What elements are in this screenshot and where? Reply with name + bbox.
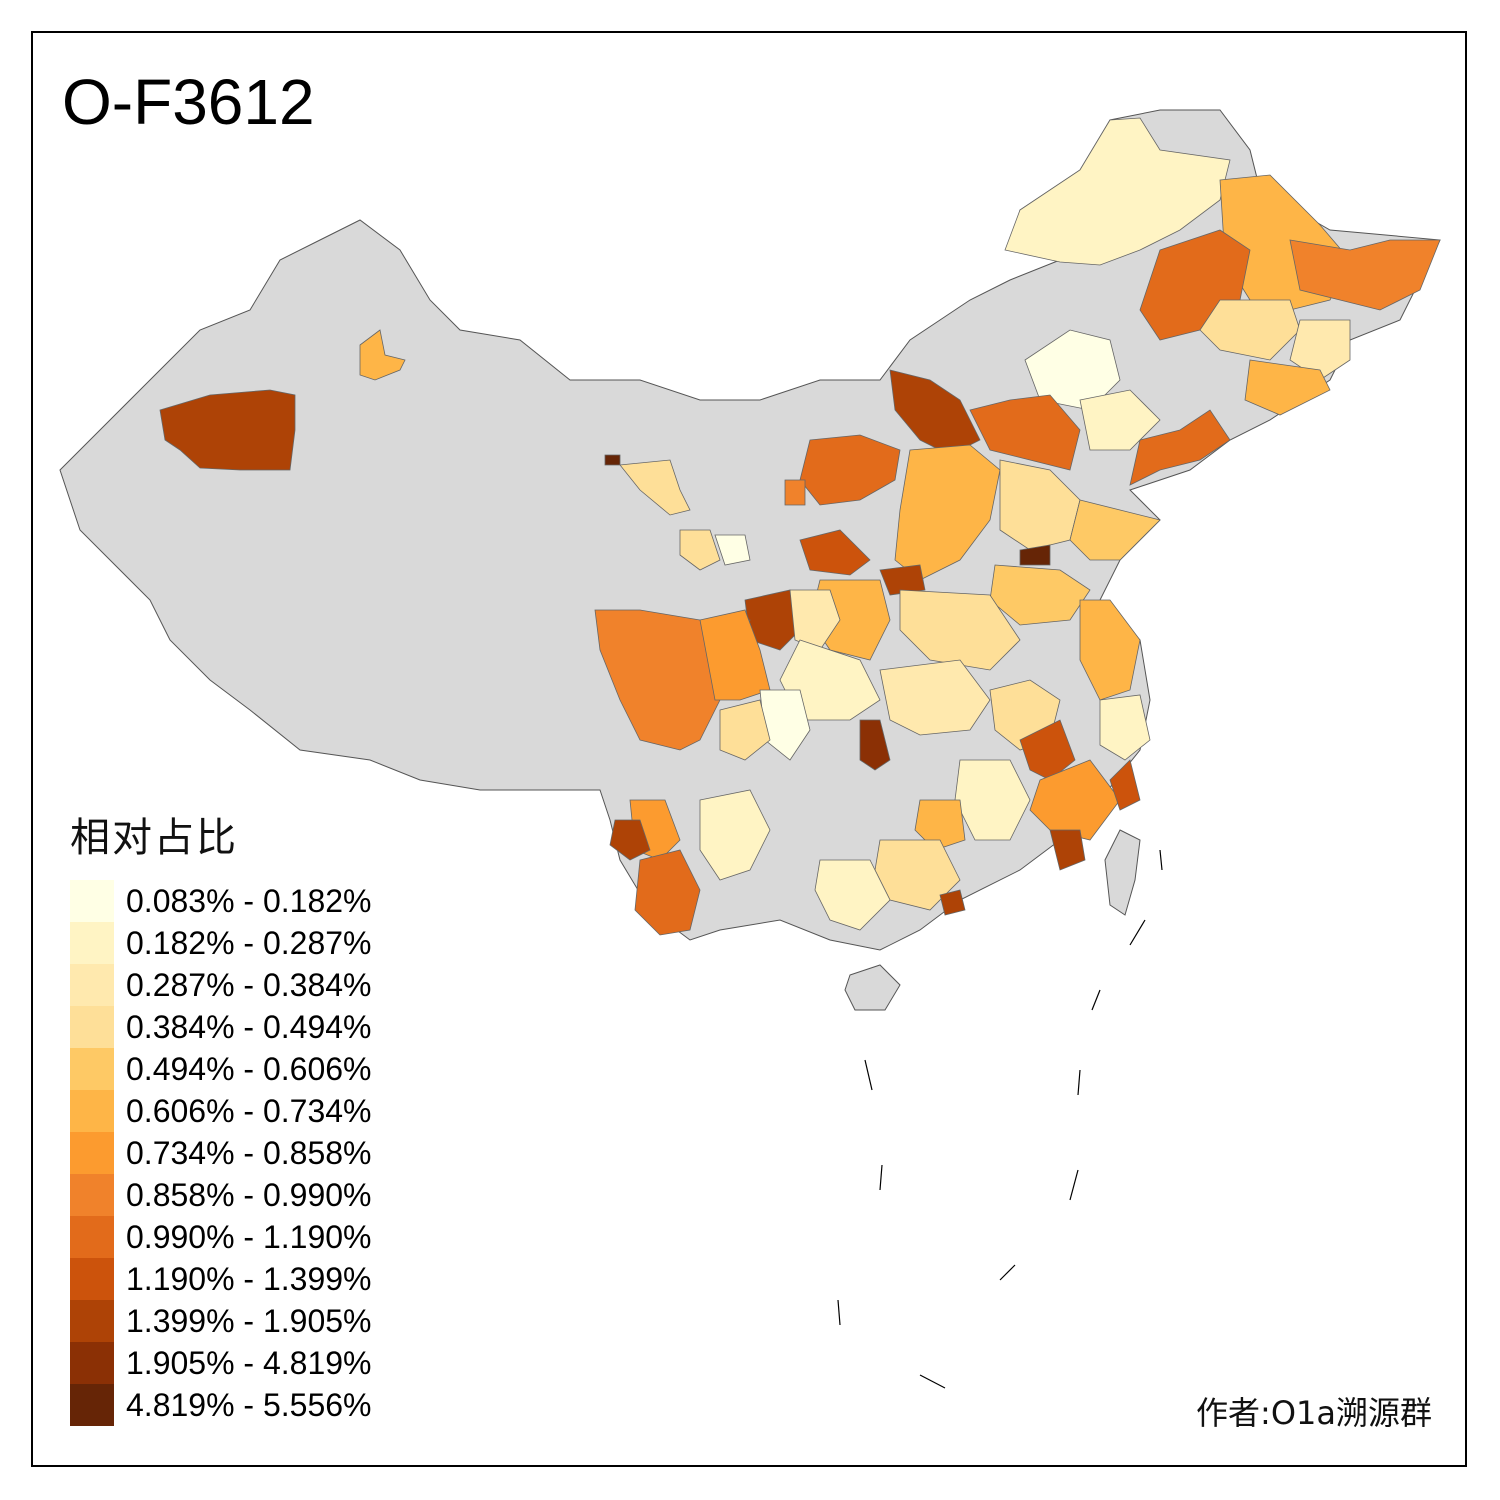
map-region-hainan <box>844 964 901 1011</box>
map-region <box>814 859 891 931</box>
map-region <box>1079 599 1141 701</box>
map-region <box>799 529 871 576</box>
legend-item: 0.287% - 0.384% <box>70 964 372 1006</box>
map-title: O-F3612 <box>62 66 315 138</box>
legend-label: 0.182% - 0.287% <box>126 924 372 961</box>
legend-item: 1.190% - 1.399% <box>70 1258 372 1300</box>
legend-label: 0.990% - 1.190% <box>126 1218 372 1255</box>
map-region <box>789 589 841 651</box>
map-region <box>1109 759 1141 811</box>
legend-swatch <box>70 1048 114 1090</box>
legend-item: 0.494% - 0.606% <box>70 1048 372 1090</box>
map-frame <box>31 31 1467 1467</box>
map-island-line <box>1077 1069 1081 1096</box>
legend-swatch <box>70 880 114 922</box>
map-region <box>1129 409 1231 486</box>
map-region <box>1029 759 1121 841</box>
legend-label: 1.905% - 4.819% <box>126 1344 372 1381</box>
legend-label: 0.606% - 0.734% <box>126 1092 372 1129</box>
map-region <box>679 529 721 571</box>
map-region <box>359 329 406 381</box>
legend-swatch <box>70 964 114 1006</box>
map-island-line <box>1069 1169 1079 1201</box>
map-region <box>634 849 701 936</box>
legend-swatch <box>70 1090 114 1132</box>
map-region <box>879 659 991 736</box>
map-region <box>619 459 691 516</box>
map-region <box>1079 389 1161 451</box>
map-region <box>1069 499 1161 561</box>
legend-label: 0.384% - 0.494% <box>126 1008 372 1045</box>
map-island-line <box>879 1164 883 1191</box>
legend-item: 0.858% - 0.990% <box>70 1174 372 1216</box>
map-region <box>1004 117 1231 266</box>
map-island-line <box>919 1374 946 1389</box>
map-island-line <box>837 1299 841 1326</box>
map-island-line <box>1159 849 1163 871</box>
map-region <box>779 639 881 721</box>
legend-label: 0.494% - 0.606% <box>126 1050 372 1087</box>
map-region <box>699 789 771 881</box>
legend-swatch <box>70 1174 114 1216</box>
legend-label: 0.083% - 0.182% <box>126 882 372 919</box>
legend-swatch <box>70 1384 114 1426</box>
map-region-taiwan <box>1104 829 1141 916</box>
map-island-line <box>1129 919 1146 946</box>
map-region <box>1244 359 1331 416</box>
map-region <box>879 564 926 596</box>
map-region <box>894 444 1001 581</box>
legend-swatch <box>70 1342 114 1384</box>
legend-swatch <box>70 1216 114 1258</box>
legend-swatch <box>70 1132 114 1174</box>
map-region <box>719 699 771 761</box>
legend-item: 0.182% - 0.287% <box>70 922 372 964</box>
legend-item: 0.990% - 1.190% <box>70 1216 372 1258</box>
legend-label: 0.287% - 0.384% <box>126 966 372 1003</box>
legend-item: 0.083% - 0.182% <box>70 880 372 922</box>
map-region <box>939 889 966 916</box>
map-region <box>899 589 1021 671</box>
map-region <box>914 799 966 851</box>
legend: 相对占比 0.083% - 0.182% 0.182% - 0.287% 0.2… <box>70 818 372 1426</box>
map-region <box>1099 694 1151 761</box>
map-region <box>1019 544 1051 566</box>
map-island-line <box>999 1264 1016 1281</box>
map-region <box>1289 239 1441 311</box>
map-region <box>969 394 1081 471</box>
map-region <box>1289 319 1351 381</box>
map-island-line <box>1091 989 1101 1011</box>
map-region <box>1019 719 1076 781</box>
legend-label: 4.819% - 5.556% <box>126 1386 372 1423</box>
legend-label: 1.190% - 1.399% <box>126 1260 372 1297</box>
legend-swatch <box>70 1258 114 1300</box>
legend-item: 0.384% - 0.494% <box>70 1006 372 1048</box>
map-region <box>604 454 621 466</box>
map-region <box>784 479 806 506</box>
legend-item: 4.819% - 5.556% <box>70 1384 372 1426</box>
map-region <box>1049 829 1086 871</box>
legend-item: 0.734% - 0.858% <box>70 1132 372 1174</box>
legend-item: 1.399% - 1.905% <box>70 1300 372 1342</box>
map-region <box>609 819 651 861</box>
legend-title: 相对占比 <box>70 815 238 861</box>
author-credit: 作者:O1a溯源群 <box>1196 1394 1432 1432</box>
legend-label: 0.858% - 0.990% <box>126 1176 372 1213</box>
map-region <box>714 534 751 566</box>
map-region <box>1199 299 1301 361</box>
legend-label: 0.734% - 0.858% <box>126 1134 372 1171</box>
legend-swatch <box>70 1300 114 1342</box>
legend-item: 1.905% - 4.819% <box>70 1342 372 1384</box>
map-island-line <box>864 1059 873 1091</box>
map-region <box>859 719 891 771</box>
map-region <box>159 389 296 471</box>
legend-item: 0.606% - 0.734% <box>70 1090 372 1132</box>
legend-swatch <box>70 922 114 964</box>
legend-items: 0.083% - 0.182% 0.182% - 0.287% 0.287% -… <box>70 880 372 1426</box>
legend-swatch <box>70 1006 114 1048</box>
legend-label: 1.399% - 1.905% <box>126 1302 372 1339</box>
